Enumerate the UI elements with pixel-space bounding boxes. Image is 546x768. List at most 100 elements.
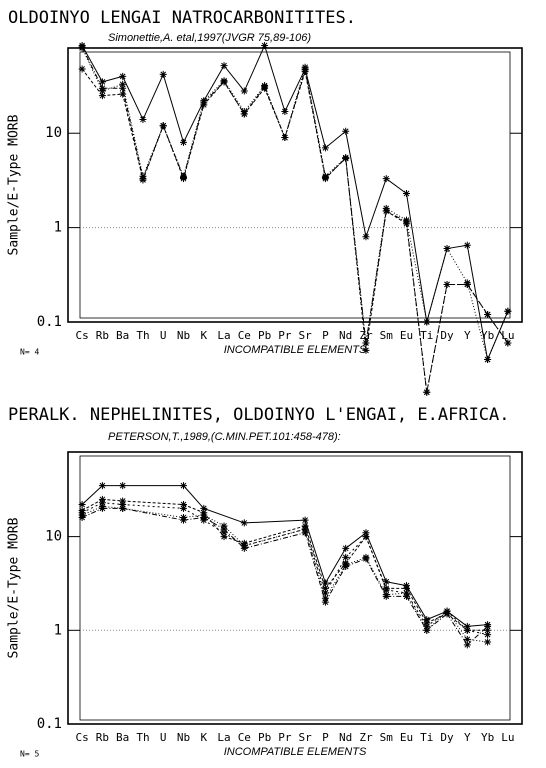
- data-point: [423, 619, 431, 627]
- data-point: [463, 641, 471, 649]
- series-segment: [203, 514, 225, 527]
- series-segment: [304, 525, 326, 589]
- data-point: [321, 173, 329, 181]
- series-segment: [183, 100, 205, 143]
- series-segment: [203, 507, 245, 524]
- series-segment: [244, 528, 306, 547]
- x-tick-label: Pr: [278, 731, 292, 744]
- data-point: [180, 138, 187, 146]
- data-point: [78, 65, 86, 73]
- data-point: [261, 83, 269, 91]
- data-point: [98, 504, 106, 512]
- x-tick-label: Y: [464, 731, 471, 744]
- data-point: [159, 122, 167, 130]
- data-point: [342, 154, 350, 162]
- x-tick-label: Sm: [380, 731, 394, 744]
- data-point: [362, 339, 370, 347]
- x-tick-label: Ba: [116, 731, 129, 744]
- x-tick-label: K: [200, 329, 207, 342]
- series-segment: [324, 566, 347, 603]
- x-tick-label: Eu: [400, 731, 413, 744]
- data-point: [119, 80, 127, 88]
- series-segment: [122, 500, 184, 506]
- series-segment: [304, 69, 326, 178]
- data-point: [119, 90, 127, 98]
- x-tick-label: Ba: [116, 329, 129, 342]
- data-point: [180, 482, 187, 490]
- series-segment: [264, 85, 286, 138]
- series-segment: [325, 562, 347, 589]
- data-point: [98, 499, 106, 507]
- data-point: [281, 134, 289, 142]
- x-tick-label: Nb: [177, 731, 190, 744]
- data-point: [200, 504, 208, 512]
- chart-title: OLDOINYO LENGAI NATROCARBONITITES.: [8, 8, 356, 28]
- series-segment: [244, 532, 306, 549]
- data-point: [240, 542, 248, 550]
- data-point: [240, 87, 248, 95]
- series-segment: [426, 613, 448, 631]
- data-point: [382, 586, 390, 594]
- x-tick-label: Zr: [359, 329, 373, 342]
- series-segment: [345, 536, 367, 558]
- series-segment: [284, 68, 306, 112]
- series-segment: [324, 548, 347, 584]
- data-point: [98, 84, 106, 92]
- series-segment: [203, 81, 225, 104]
- series-segment: [406, 592, 428, 627]
- x-tick-label: U: [160, 731, 167, 744]
- n-label: N= 4: [20, 348, 39, 357]
- data-point: [301, 516, 309, 524]
- series-segment: [244, 519, 306, 524]
- data-point: [463, 622, 471, 630]
- series-segment: [385, 210, 407, 223]
- data-point: [159, 70, 167, 78]
- series-segment: [446, 613, 468, 631]
- y-tick-label: 1: [54, 622, 62, 638]
- data-point: [180, 501, 187, 509]
- series-segment: [81, 46, 103, 89]
- series-segment: [467, 629, 488, 636]
- y-tick-label: 10: [45, 529, 62, 545]
- series-segment: [365, 536, 387, 589]
- data-point: [342, 562, 350, 570]
- series-segment: [223, 536, 245, 544]
- series-segment: [304, 529, 326, 594]
- series-segment: [264, 86, 286, 138]
- series-segment: [345, 131, 367, 237]
- series-segment: [223, 532, 245, 547]
- x-tick-label: Nd: [339, 731, 352, 744]
- series-segment: [446, 248, 468, 284]
- x-tick-label: Sm: [380, 329, 394, 342]
- series-segment: [365, 210, 387, 344]
- y-tick-label: 0.1: [37, 716, 62, 732]
- series-segment: [385, 178, 407, 194]
- data-point: [443, 245, 451, 253]
- data-point: [321, 589, 329, 597]
- data-point: [98, 78, 106, 86]
- series-segment: [304, 68, 326, 148]
- data-point: [382, 578, 390, 586]
- data-point: [484, 622, 492, 630]
- data-point: [423, 626, 431, 634]
- data-point: [362, 529, 370, 537]
- series-segment: [162, 74, 184, 143]
- x-tick-label: Pb: [258, 329, 271, 342]
- series-segment: [446, 610, 468, 640]
- x-tick-label: Nb: [177, 329, 190, 342]
- series-segment: [466, 245, 489, 360]
- chart-subtitle: PETERSON,T.,1989,(C.MIN.PET.101:458-478)…: [108, 431, 341, 443]
- x-tick-label: Zr: [359, 731, 373, 744]
- data-point: [78, 509, 86, 517]
- series-segment: [243, 87, 265, 115]
- series-segment: [487, 311, 509, 360]
- series-segment: [304, 519, 326, 584]
- series-segment: [385, 210, 407, 225]
- data-point: [119, 84, 127, 92]
- series-segment: [183, 485, 205, 509]
- series-segment: [203, 65, 225, 102]
- plot-frame: [67, 47, 523, 323]
- data-point: [139, 115, 147, 123]
- data-point: [484, 356, 492, 364]
- series-segment: [385, 207, 407, 221]
